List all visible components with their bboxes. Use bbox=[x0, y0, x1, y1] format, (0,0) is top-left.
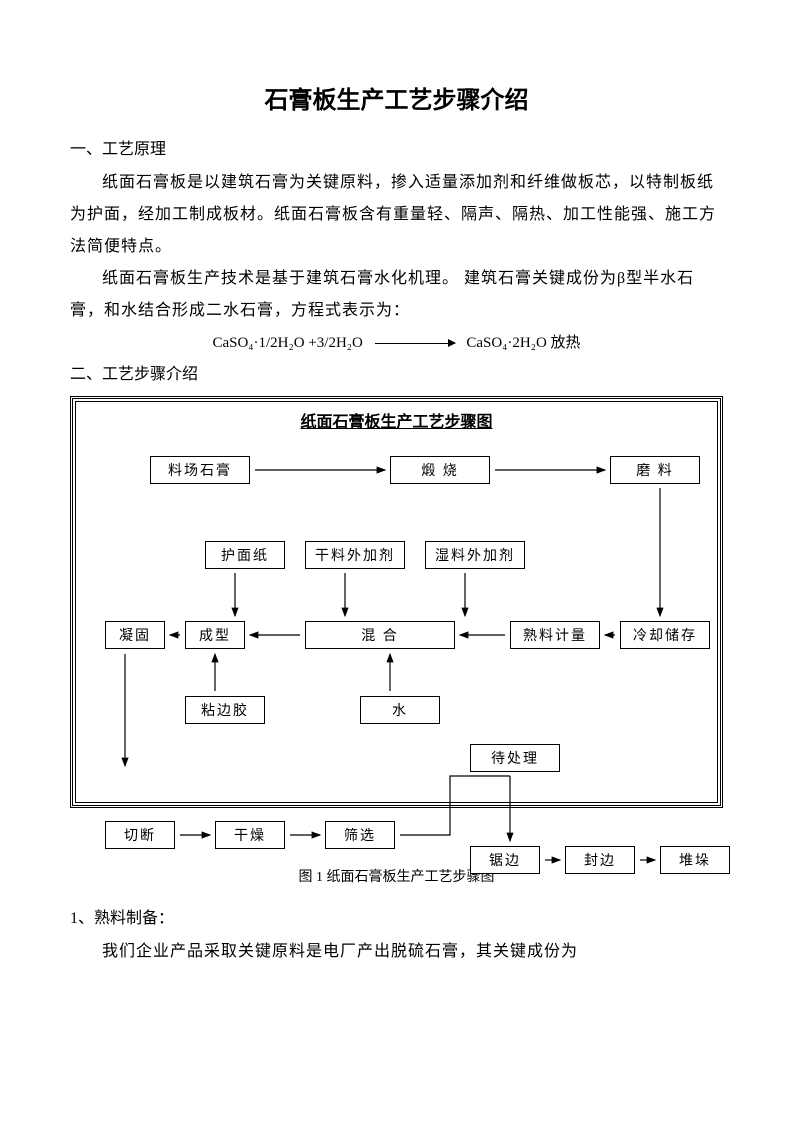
paragraph-2: 纸面石膏板生产技术是基于建筑石膏水化机理。 建筑石膏关键成份为β型半水石膏，和水… bbox=[70, 263, 723, 327]
paragraph-3: 我们企业产品采取关键原料是电厂产出脱硫石膏，其关键成份为 bbox=[70, 936, 723, 968]
chemical-equation: CaSO₄·1/2H₂O +3/2H₂O CaSO₄·2H₂O 放热 bbox=[70, 331, 723, 352]
flowchart-node-n8: 成型 bbox=[185, 621, 245, 649]
flowchart-node-n11: 冷却储存 bbox=[620, 621, 710, 649]
page: 石膏板生产工艺步骤介绍 一、工艺原理 纸面石膏板是以建筑石膏为关键原料，掺入适量… bbox=[0, 0, 793, 1008]
flowchart-node-n15: 切断 bbox=[105, 821, 175, 849]
section-3-heading: 1、熟料制备： bbox=[70, 904, 723, 928]
flowchart-node-n16: 干燥 bbox=[215, 821, 285, 849]
flowchart-node-n14: 待处理 bbox=[470, 744, 560, 772]
flowchart-node-n10: 熟料计量 bbox=[510, 621, 600, 649]
section-2-heading: 二、工艺步骤介绍 bbox=[70, 360, 723, 384]
section-1-heading: 一、工艺原理 bbox=[70, 135, 723, 159]
flowchart-node-n2: 煅 烧 bbox=[390, 456, 490, 484]
flowchart-node-n7: 凝固 bbox=[105, 621, 165, 649]
flowchart-node-n12: 粘边胶 bbox=[185, 696, 265, 724]
flowchart-node-n19: 封边 bbox=[565, 846, 635, 874]
flowchart-container: 纸面石膏板生产工艺步骤图 料场石膏 煅 烧 磨 料护面纸干料外加剂湿料外加剂凝固成型… bbox=[70, 396, 723, 856]
paragraph-1: 纸面石膏板是以建筑石膏为关键原料，掺入适量添加剂和纤维做板芯，以特制板纸为护面，… bbox=[70, 167, 723, 263]
flowchart-node-n9: 混 合 bbox=[305, 621, 455, 649]
flowchart-node-n20: 堆垛 bbox=[660, 846, 730, 874]
flowchart-node-n4: 护面纸 bbox=[205, 541, 285, 569]
arrow-icon bbox=[375, 343, 455, 344]
flowchart-node-n1: 料场石膏 bbox=[150, 456, 250, 484]
flowchart-node-n13: 水 bbox=[360, 696, 440, 724]
flowchart-title: 纸面石膏板生产工艺步骤图 bbox=[70, 408, 723, 432]
equation-right: CaSO₄·2H₂O 放热 bbox=[466, 335, 580, 351]
flowchart-node-n3: 磨 料 bbox=[610, 456, 700, 484]
flowchart-node-n6: 湿料外加剂 bbox=[425, 541, 525, 569]
flowchart-node-n18: 锯边 bbox=[470, 846, 540, 874]
equation-left: CaSO₄·1/2H₂O +3/2H₂O bbox=[212, 335, 362, 351]
flowchart-node-n17: 筛选 bbox=[325, 821, 395, 849]
page-title: 石膏板生产工艺步骤介绍 bbox=[70, 80, 723, 115]
flowchart-node-n5: 干料外加剂 bbox=[305, 541, 405, 569]
